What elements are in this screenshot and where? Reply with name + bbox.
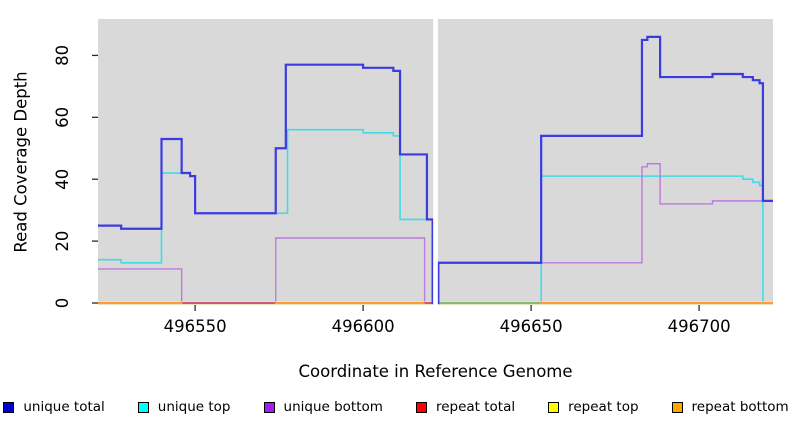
legend-label-unique-total: unique total — [23, 399, 105, 415]
y-tick-label: 40 — [53, 169, 72, 190]
legend-swatch-repeat-total — [415, 401, 427, 413]
series-unique-total — [98, 35, 773, 305]
legend-item-repeat-total: repeat total — [415, 399, 516, 415]
legend-item-unique-top: unique top — [137, 399, 231, 415]
x-tick-label: 496650 — [500, 317, 563, 336]
x-tick-label: 496550 — [164, 317, 227, 336]
legend-swatch-unique-top — [137, 401, 149, 413]
legend: unique total unique top unique bottom repea… — [0, 399, 792, 415]
legend-item-repeat-top: repeat top — [548, 399, 639, 415]
legend-swatch-unique-total — [3, 401, 15, 413]
legend-item-unique-total: unique total — [3, 399, 105, 415]
y-tick-label: 20 — [53, 231, 72, 252]
legend-item-unique-bottom: unique bottom — [263, 399, 383, 415]
legend-label-repeat-bottom: repeat bottom — [691, 399, 789, 415]
legend-label-unique-bottom: unique bottom — [283, 399, 383, 415]
legend-swatch-repeat-bottom — [671, 401, 683, 413]
y-tick-label: 80 — [53, 45, 72, 66]
legend-label-repeat-top: repeat top — [568, 399, 639, 415]
coverage-plot: 496550 496600 496650 496700 0 20 40 60 80 — [53, 19, 773, 336]
legend-swatch-unique-bottom — [263, 401, 275, 413]
no-data-gap — [433, 19, 438, 305]
x-axis-title: Coordinate in Reference Genome — [298, 362, 573, 381]
legend-label-repeat-total: repeat total — [435, 399, 516, 415]
legend-label-unique-top: unique top — [157, 399, 231, 415]
x-tick-label: 496600 — [332, 317, 395, 336]
legend-swatch-repeat-top — [548, 401, 560, 413]
y-axis-title: Read Coverage Depth — [11, 71, 31, 253]
y-tick-label: 60 — [53, 107, 72, 128]
legend-item-repeat-bottom: repeat bottom — [671, 399, 789, 415]
y-tick-label: 0 — [53, 298, 72, 309]
x-tick-label: 496700 — [668, 317, 731, 336]
